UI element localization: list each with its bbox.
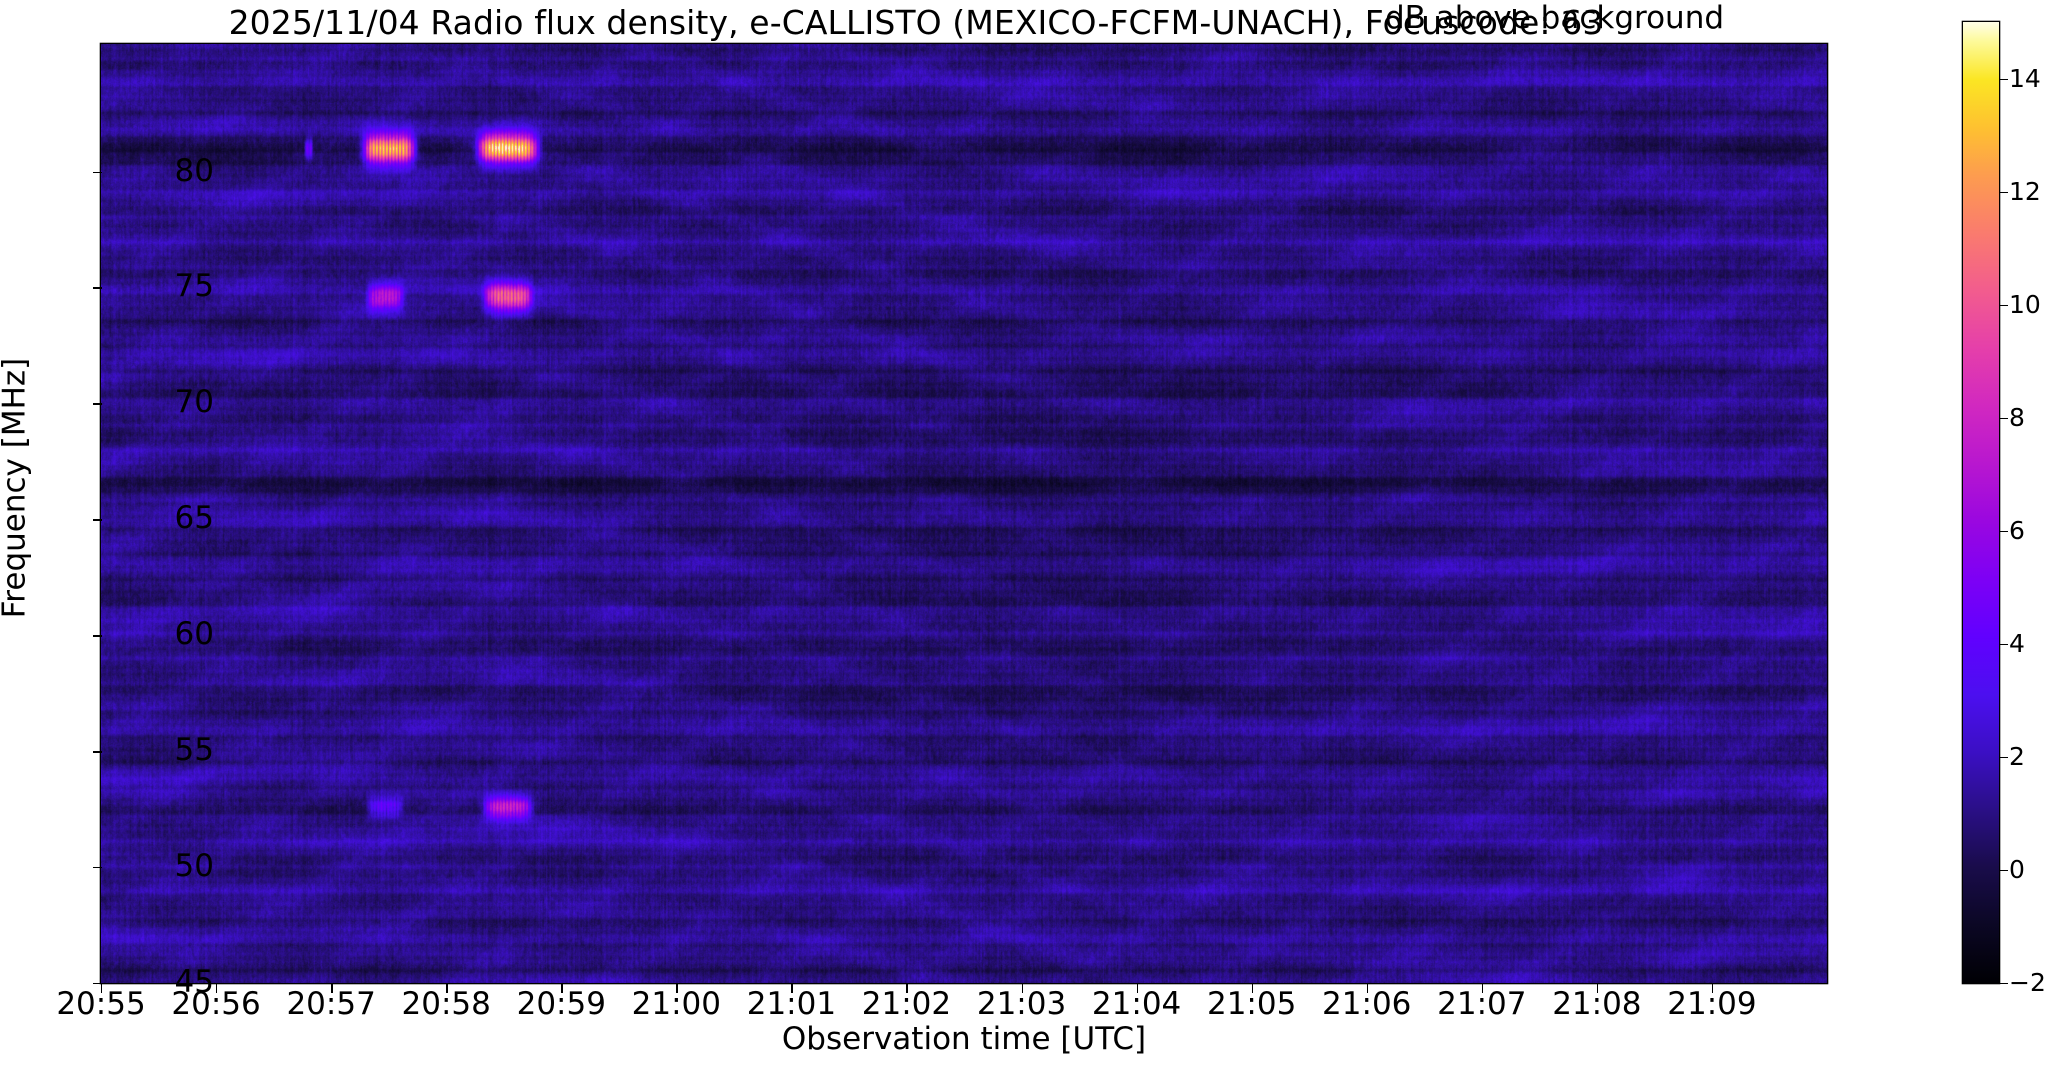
x-tick-label-2105: 21:05 (1206, 986, 1297, 1022)
colorbar-tick-mark (1999, 417, 2008, 419)
colorbar-tick-label-minus2: −2 (2009, 968, 2046, 997)
x-tick-mark-2055 (101, 984, 103, 993)
colorbar-tick-mark (1999, 756, 2008, 759)
colorbar-tick-mark (1999, 304, 2008, 306)
x-tick-mark-2105 (1251, 984, 1254, 993)
x-axis-label: Observation time [UTC] (781, 1021, 1147, 1057)
x-tick-mark-2104 (1136, 984, 1138, 993)
colorbar-label-text: dB above background (1384, 0, 1725, 36)
y-tick-mark-60 (93, 635, 102, 637)
y-tick-label-45: 45 (174, 964, 214, 1000)
x-tick-mark-2057 (331, 984, 333, 993)
y-tick-label-60: 60 (174, 616, 214, 653)
x-tick-label-2101: 21:01 (746, 986, 837, 1022)
page-title: 2025/11/04 Radio flux density, e-CALLIST… (228, 3, 1604, 42)
colorbar-tick-label-4: 4 (2009, 628, 2025, 658)
x-tick-label-2104: 21:04 (1091, 986, 1182, 1022)
y-tick-label-50: 50 (174, 848, 214, 885)
spectrogram-plot[interactable] (101, 44, 1827, 983)
x-tick-mark-2109 (1711, 984, 1714, 993)
colorbar-tick-mark (1999, 191, 2008, 193)
colorbar-tick-label-8: 8 (2009, 402, 2025, 432)
x-tick-mark-2101 (791, 984, 793, 993)
colorbar-tick-mark (1999, 869, 2008, 872)
colorbar-tick-mark (1999, 78, 2008, 80)
y-tick-mark-50 (93, 867, 102, 869)
colorbar-tick-mark (1999, 643, 2008, 646)
y-tick-label-80: 80 (174, 152, 214, 189)
x-tick-label-2102: 21:02 (861, 986, 952, 1022)
y-tick-label-75: 75 (174, 268, 214, 305)
y-tick-mark-75 (93, 287, 102, 289)
x-tick-label-2106: 21:06 (1322, 986, 1412, 1022)
x-tick-label-2056: 20:56 (171, 986, 261, 1022)
x-tick-label-2055: 20:55 (56, 986, 146, 1022)
x-tick-mark-2106 (1366, 984, 1369, 993)
y-tick-label-65: 65 (174, 500, 214, 537)
colorbar-tick-label-12: 12 (2009, 176, 2041, 206)
x-tick-label-2100: 21:00 (631, 986, 721, 1022)
colorbar-tick-label-14: 14 (2009, 63, 2041, 93)
y-tick-mark-65 (93, 519, 102, 521)
x-tick-mark-2107 (1481, 984, 1484, 993)
x-tick-mark-2102 (906, 984, 908, 993)
y-tick-mark-70 (93, 403, 102, 405)
colorbar-tick-label-6: 6 (2009, 515, 2025, 545)
x-tick-mark-2059 (561, 984, 563, 993)
x-tick-label-2108: 21:08 (1552, 986, 1642, 1022)
x-tick-label-2058: 20:58 (401, 986, 491, 1022)
x-tick-label-2103: 21:03 (976, 986, 1067, 1022)
colorbar-tick-label-0: 0 (2009, 854, 2025, 884)
y-tick-mark-80 (93, 171, 102, 173)
x-tick-label-2107: 21:07 (1437, 986, 1527, 1022)
colorbar-tick-mark (1999, 530, 2008, 533)
colorbar-tick-label-10: 10 (2009, 289, 2041, 319)
colorbar-tick-label-2: 2 (2009, 741, 2025, 771)
x-tick-mark-2108 (1596, 984, 1599, 993)
x-tick-label-2109: 21:09 (1667, 986, 1757, 1022)
y-tick-label-55: 55 (174, 732, 214, 769)
y-tick-mark-45 (93, 983, 102, 985)
y-tick-label-70: 70 (174, 384, 214, 421)
colorbar-tick-mark (1999, 983, 2008, 985)
spectrogram-canvas[interactable] (101, 44, 1827, 983)
x-tick-mark-2056 (216, 984, 218, 993)
x-tick-mark-2100 (676, 984, 678, 993)
colorbar-gradient (1963, 22, 1999, 983)
y-tick-mark-55 (93, 751, 102, 753)
x-tick-mark-2103 (1021, 984, 1023, 993)
x-tick-label-2057: 20:57 (286, 986, 376, 1022)
x-tick-label-2059: 20:59 (516, 986, 606, 1022)
x-tick-mark-2058 (446, 984, 448, 993)
colorbar[interactable] (1963, 22, 1999, 983)
